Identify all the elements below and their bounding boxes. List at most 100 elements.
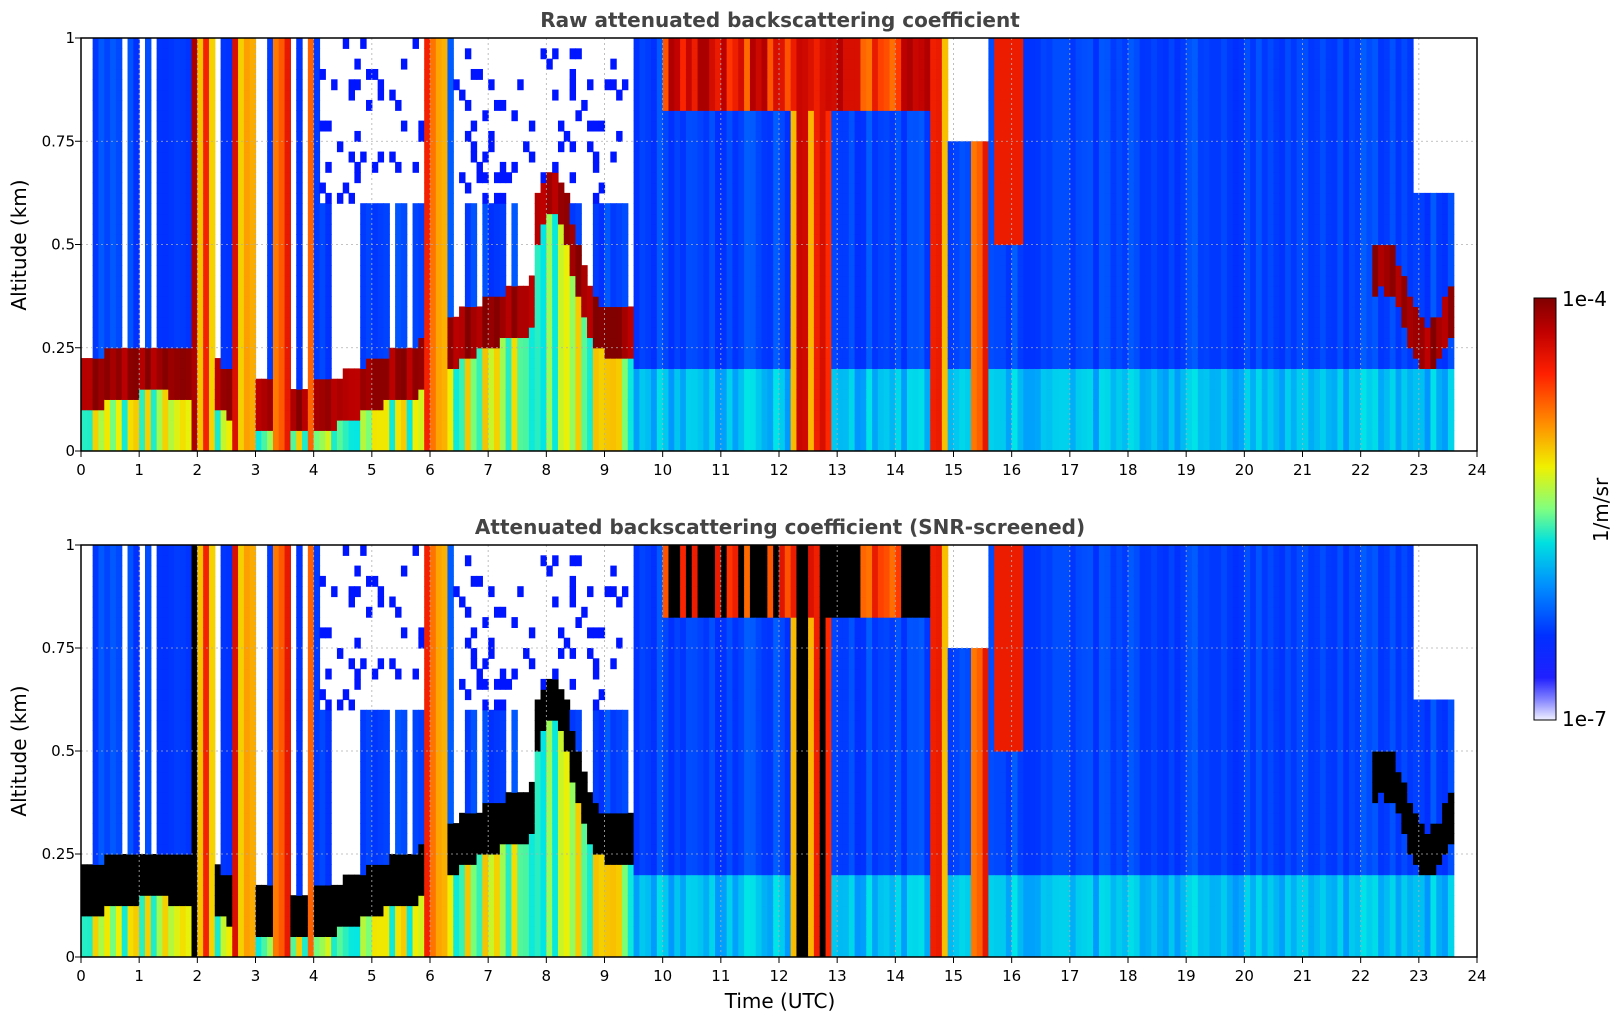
- heatmap-cell: [779, 409, 786, 421]
- heatmap-cell: [523, 368, 530, 380]
- heatmap-cell: [499, 223, 507, 235]
- heatmap-cell: [930, 265, 937, 277]
- heatmap-cell: [284, 399, 291, 411]
- heatmap-cell: [784, 110, 792, 122]
- heatmap-cell: [563, 275, 571, 287]
- heatmap-cell: [220, 378, 228, 390]
- heatmap-cell: [877, 275, 885, 287]
- heatmap-cell: [493, 399, 501, 411]
- heatmap-cell: [808, 48, 815, 60]
- heatmap-cell: [220, 141, 228, 153]
- heatmap-cell: [435, 79, 443, 91]
- heatmap-cell: [371, 409, 379, 421]
- heatmap-cell: [738, 358, 745, 369]
- heatmap-cell: [325, 296, 332, 308]
- heatmap-cell: [889, 48, 896, 60]
- heatmap-cell: [808, 358, 815, 369]
- heatmap-cell: [680, 203, 687, 215]
- heatmap-cell: [680, 368, 687, 380]
- heatmap-cell: [918, 337, 926, 349]
- heatmap-cell: [802, 130, 809, 142]
- heatmap-cell: [418, 420, 425, 431]
- heatmap-cell: [203, 244, 210, 256]
- heatmap-cell: [668, 38, 675, 49]
- heatmap-cell: [674, 316, 681, 328]
- heatmap-cell: [179, 265, 187, 277]
- heatmap-cell: [842, 213, 850, 225]
- heatmap-cell: [773, 430, 780, 442]
- heatmap-cell: [493, 244, 501, 256]
- heatmap-cell: [424, 275, 431, 287]
- heatmap-cell: [174, 420, 181, 431]
- heatmap-cell: [953, 389, 960, 400]
- heatmap-cell: [813, 99, 821, 111]
- heatmap-cell: [668, 68, 675, 80]
- heatmap-cell: [621, 327, 629, 339]
- heatmap-cell: [651, 347, 658, 359]
- heatmap-cell: [790, 182, 798, 194]
- heatmap-cell: [278, 58, 286, 70]
- heatmap-cell: [92, 275, 100, 287]
- heatmap-cell: [435, 265, 443, 277]
- heatmap-cell: [563, 285, 571, 297]
- heatmap-cell: [918, 79, 926, 91]
- heatmap-cell: [720, 420, 728, 431]
- heatmap-cell: [668, 79, 675, 91]
- heatmap-cell: [965, 141, 972, 153]
- heatmap-cell: [639, 378, 646, 390]
- heatmap-cell: [877, 389, 885, 400]
- heatmap-cell: [127, 389, 134, 400]
- heatmap-cell: [267, 316, 274, 328]
- heatmap-cell: [808, 203, 815, 215]
- heatmap-cell: [371, 420, 379, 431]
- heatmap-cell: [912, 161, 920, 173]
- heatmap-cell: [930, 358, 937, 369]
- heatmap-cell: [715, 58, 722, 70]
- heatmap-cell: [581, 409, 588, 421]
- heatmap-cell: [319, 430, 326, 442]
- heatmap-cell: [691, 420, 699, 431]
- heatmap-cell: [947, 285, 955, 297]
- heatmap-cell: [313, 182, 321, 194]
- heatmap-cell: [918, 99, 926, 111]
- heatmap-cell: [208, 223, 216, 235]
- heatmap-cell: [168, 296, 175, 308]
- heatmap-cell: [616, 368, 623, 380]
- heatmap-cell: [499, 99, 507, 111]
- heatmap-cell: [232, 347, 239, 359]
- heatmap-cell: [808, 389, 815, 400]
- heatmap-cell: [773, 110, 780, 122]
- heatmap-cell: [249, 430, 257, 442]
- heatmap-cell: [523, 285, 530, 297]
- heatmap-cell: [808, 368, 815, 380]
- heatmap-cell: [726, 99, 734, 111]
- heatmap-cell: [366, 327, 373, 339]
- heatmap-cell: [784, 254, 792, 266]
- heatmap-cell: [208, 79, 216, 91]
- heatmap-cell: [808, 275, 815, 287]
- heatmap-cell: [133, 409, 140, 421]
- heatmap-cell: [697, 420, 704, 431]
- heatmap-cell: [697, 203, 704, 215]
- heatmap-cell: [610, 399, 617, 411]
- heatmap-cell: [598, 337, 606, 349]
- heatmap-cell: [831, 358, 838, 369]
- heatmap-cell: [831, 58, 838, 70]
- heatmap-cell: [755, 192, 763, 204]
- heatmap-cell: [825, 99, 832, 111]
- heatmap-cell: [406, 440, 414, 451]
- heatmap-cell: [115, 192, 123, 204]
- heatmap-cell: [284, 151, 291, 163]
- heatmap-cell: [813, 337, 821, 349]
- heatmap-cell: [261, 420, 268, 431]
- heatmap-cell: [220, 48, 228, 60]
- heatmap-cell: [662, 296, 670, 308]
- heatmap-cell: [371, 306, 379, 318]
- heatmap-cell: [755, 58, 763, 70]
- heatmap-cell: [348, 79, 355, 91]
- heatmap-cell: [610, 275, 617, 287]
- heatmap-cell: [715, 296, 722, 308]
- heatmap-cell: [831, 141, 838, 153]
- heatmap-cell: [208, 389, 216, 400]
- heatmap-cell: [383, 420, 390, 431]
